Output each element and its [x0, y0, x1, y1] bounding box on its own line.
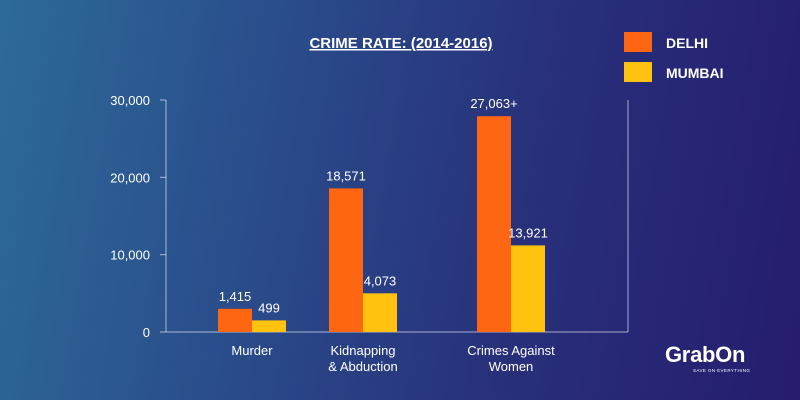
legend-swatch-delhi [624, 32, 652, 52]
bar-value-label: 4,073 [364, 273, 397, 288]
grabon-logo-wordmark: GrabOn [665, 342, 746, 367]
bar-mumbai [511, 245, 545, 332]
y-tick-label: 0 [143, 325, 150, 340]
x-category-label: Crimes Against Women [467, 343, 555, 374]
grabon-logo: GrabOn SAVE ON EVERYTHING [665, 343, 765, 383]
x-category-label: Kidnapping & Abduction [328, 343, 397, 374]
x-category-label: Murder [231, 343, 273, 358]
bar-value-label: 499 [258, 300, 280, 315]
bar-value-label: 1,415 [219, 289, 252, 304]
chart-title: CRIME RATE: (2014-2016) [309, 35, 492, 52]
bar-delhi [218, 308, 252, 332]
bar-value-label: 18,571 [326, 168, 366, 183]
x-category-label-line: Crimes Against [467, 343, 555, 358]
bar-delhi [329, 188, 363, 332]
x-category-label-line: Kidnapping [330, 343, 395, 358]
legend-label-mumbai: MUMBAI [666, 65, 724, 81]
y-tick-label: 20,000 [110, 170, 150, 185]
bar-delhi [477, 116, 511, 333]
y-tick-label: 30,000 [110, 93, 150, 108]
bar-mumbai [252, 320, 286, 332]
bar-mumbai [363, 293, 397, 332]
legend-label-delhi: DELHI [666, 35, 708, 51]
x-category-label-line: & Abduction [328, 359, 397, 374]
x-category-label-line: Murder [231, 343, 273, 358]
y-tick-label: 10,000 [110, 248, 150, 263]
grabon-logo-tagline: SAVE ON EVERYTHING [693, 368, 751, 373]
x-category-label-line: Women [489, 359, 534, 374]
bar-value-label: 13,921 [508, 225, 548, 240]
legend-swatch-mumbai [624, 62, 652, 82]
bar-value-label: 27,063+ [470, 96, 517, 111]
